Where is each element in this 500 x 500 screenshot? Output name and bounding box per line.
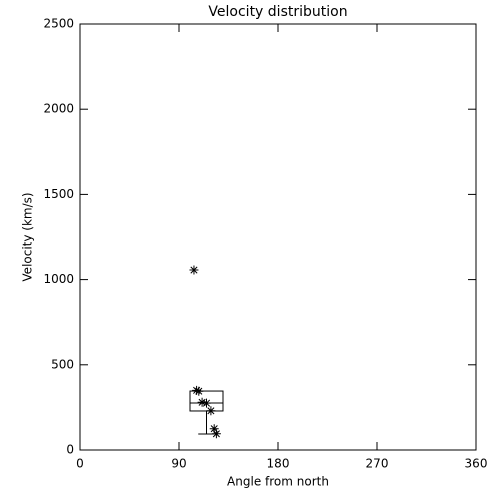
y-tick-label: 1000 bbox=[43, 272, 74, 286]
x-tick-label: 0 bbox=[76, 457, 84, 471]
asterisk-point bbox=[189, 265, 199, 275]
y-tick-label: 0 bbox=[66, 443, 74, 457]
asterisk-point bbox=[211, 429, 221, 439]
y-tick-label: 2500 bbox=[43, 17, 74, 31]
x-tick-label: 270 bbox=[366, 457, 389, 471]
y-tick-label: 1500 bbox=[43, 187, 74, 201]
x-tick-label: 90 bbox=[171, 457, 186, 471]
y-tick-label: 500 bbox=[51, 357, 74, 371]
y-tick-label: 2000 bbox=[43, 102, 74, 116]
asterisk-point bbox=[209, 424, 219, 434]
asterisk-point bbox=[197, 397, 207, 407]
y-axis-label: Velocity (km/s) bbox=[21, 192, 35, 281]
x-tick-label: 180 bbox=[267, 457, 290, 471]
plot-frame bbox=[79, 23, 477, 451]
chart-title: Velocity distribution bbox=[208, 4, 347, 20]
x-axis-label: Angle from north bbox=[227, 475, 329, 489]
x-tick-label: 360 bbox=[465, 457, 488, 471]
asterisk-point bbox=[192, 385, 202, 395]
